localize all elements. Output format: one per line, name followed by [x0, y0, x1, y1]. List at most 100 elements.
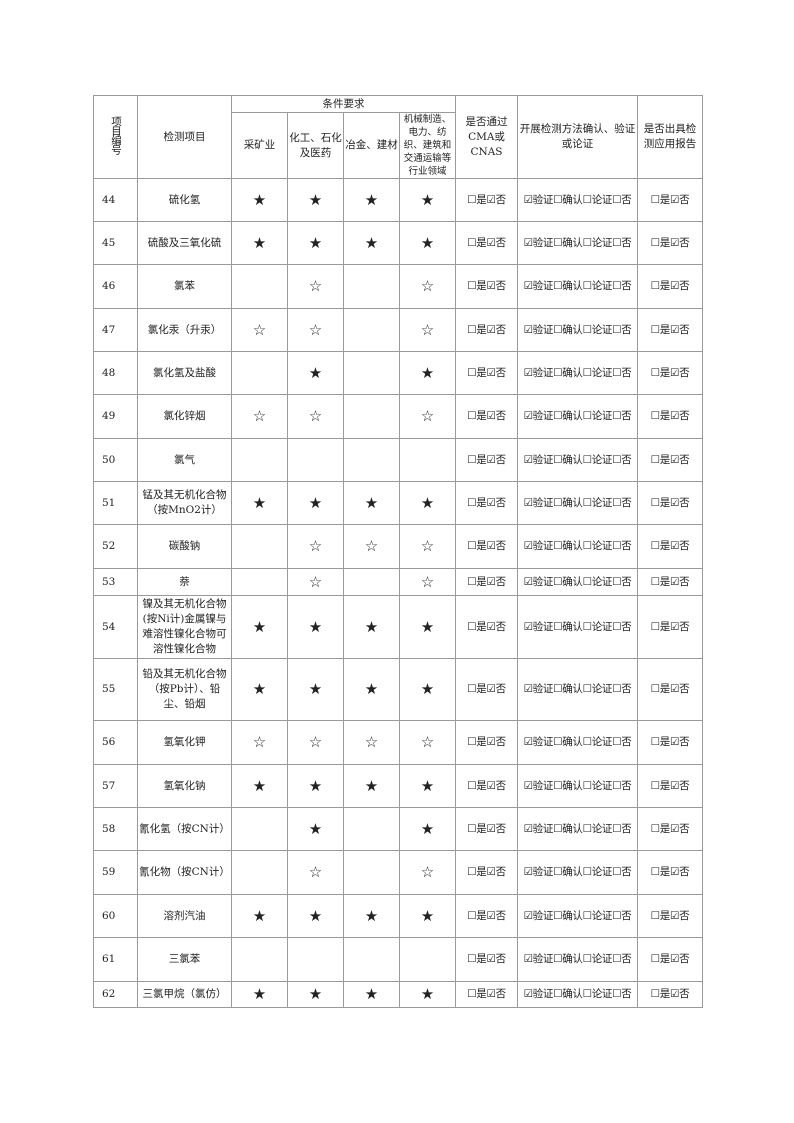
- cma-checkbox-group[interactable]: ☐是☑否: [455, 981, 518, 1008]
- mining-star-mark: [231, 568, 288, 596]
- cma-checkbox-group[interactable]: ☐是☑否: [455, 308, 518, 352]
- metallurgy-star-mark: ★: [343, 894, 400, 938]
- cma-checkbox-group[interactable]: ☐是☑否: [455, 178, 518, 222]
- item-number: 45: [93, 221, 138, 265]
- mining-star-mark: ★: [231, 894, 288, 938]
- cma-checkbox-group[interactable]: ☐是☑否: [455, 937, 518, 982]
- report-checkbox-group[interactable]: ☐是☑否: [637, 394, 703, 439]
- table-row: 48 氯化氢及盐酸 ★ ★ ☐是☑否 ☑验证☐确认☐论证☐否 ☐是☑否: [93, 351, 703, 395]
- method-checkbox-group[interactable]: ☑验证☐确认☐论证☐否: [517, 595, 638, 659]
- method-checkbox-group[interactable]: ☑验证☐确认☐论证☐否: [517, 658, 638, 721]
- table-row: 45 硫酸及三氧化硫 ★ ★ ★ ★ ☐是☑否 ☑验证☐确认☐论证☐否 ☐是☑否: [93, 221, 703, 265]
- method-checkbox-group[interactable]: ☑验证☐确认☐论证☐否: [517, 308, 638, 352]
- cma-checkbox-group[interactable]: ☐是☑否: [455, 221, 518, 265]
- detection-items-table: 项目编号 检测项目 条件要求 是否通过CMA或CNAS 开展检测方法确认、验证或…: [93, 95, 703, 1008]
- method-checkbox-group[interactable]: ☑验证☐确认☐论证☐否: [517, 178, 638, 222]
- report-checkbox-group[interactable]: ☐是☑否: [637, 178, 703, 222]
- table-row: 52 碳酸钠 ☆ ☆ ☆ ☐是☑否 ☑验证☐确认☐论证☐否 ☐是☑否: [93, 524, 703, 569]
- item-number: 62: [93, 981, 138, 1008]
- item-name: 氯化氢及盐酸: [137, 351, 232, 395]
- metallurgy-star-mark: ★: [343, 481, 400, 525]
- table-row: 56 氢氧化钾 ☆ ☆ ☆ ☆ ☐是☑否 ☑验证☐确认☐论证☐否 ☐是☑否: [93, 720, 703, 765]
- cma-checkbox-group[interactable]: ☐是☑否: [455, 807, 518, 851]
- method-checkbox-group[interactable]: ☑验证☐确认☐论证☐否: [517, 264, 638, 309]
- report-checkbox-group[interactable]: ☐是☑否: [637, 807, 703, 851]
- report-checkbox-group[interactable]: ☐是☑否: [637, 981, 703, 1008]
- metallurgy-star-mark: ★: [343, 595, 400, 659]
- chemical-star-mark: ★: [287, 351, 344, 395]
- item-number: 59: [93, 850, 138, 895]
- item-number: 53: [93, 568, 138, 596]
- cma-checkbox-group[interactable]: ☐是☑否: [455, 850, 518, 895]
- report-checkbox-group[interactable]: ☐是☑否: [637, 524, 703, 569]
- item-name: 氢氧化钠: [137, 764, 232, 808]
- cma-checkbox-group[interactable]: ☐是☑否: [455, 764, 518, 808]
- table-row: 54 镍及其无机化合物(按Ni计)金属镍与难溶性镍化合物可溶性镍化合物 ★ ★ ★ ★ ☐是…: [93, 595, 703, 659]
- report-checkbox-group[interactable]: ☐是☑否: [637, 264, 703, 309]
- cma-checkbox-group[interactable]: ☐是☑否: [455, 720, 518, 765]
- method-checkbox-group[interactable]: ☑验证☐确认☐论证☐否: [517, 850, 638, 895]
- machinery-star-mark: ★: [399, 481, 456, 525]
- item-number: 48: [93, 351, 138, 395]
- table-row: 59 氰化物（按CN计） ☆ ☆ ☐是☑否 ☑验证☐确认☐论证☐否 ☐是☑否: [93, 850, 703, 895]
- cma-checkbox-group[interactable]: ☐是☑否: [455, 394, 518, 439]
- cma-checkbox-group[interactable]: ☐是☑否: [455, 264, 518, 309]
- method-checkbox-group[interactable]: ☑验证☐确认☐论证☐否: [517, 764, 638, 808]
- item-name: 氰化物（按CN计）: [137, 850, 232, 895]
- cma-checkbox-group[interactable]: ☐是☑否: [455, 595, 518, 659]
- cma-checkbox-group[interactable]: ☐是☑否: [455, 658, 518, 721]
- item-name: 溶剂汽油: [137, 894, 232, 938]
- mining-star-mark: ★: [231, 178, 288, 222]
- method-checkbox-group[interactable]: ☑验证☐确认☐论证☐否: [517, 481, 638, 525]
- chemical-star-mark: [287, 438, 344, 482]
- chemical-star-mark: ☆: [287, 308, 344, 352]
- metallurgy-star-mark: ☆: [343, 524, 400, 569]
- metallurgy-star-mark: ★: [343, 221, 400, 265]
- method-checkbox-group[interactable]: ☑验证☐确认☐论证☐否: [517, 894, 638, 938]
- item-name: 氢氧化钾: [137, 720, 232, 765]
- machinery-star-mark: [399, 937, 456, 982]
- cma-checkbox-group[interactable]: ☐是☑否: [455, 351, 518, 395]
- table-row: 55 铅及其无机化合物（按Pb计）、铅尘、铅烟 ★ ★ ★ ★ ☐是☑否 ☑验证☐确认☐论证☐…: [93, 658, 703, 721]
- item-number: 56: [93, 720, 138, 765]
- report-checkbox-group[interactable]: ☐是☑否: [637, 658, 703, 721]
- report-checkbox-group[interactable]: ☐是☑否: [637, 764, 703, 808]
- report-checkbox-group[interactable]: ☐是☑否: [637, 351, 703, 395]
- chemical-star-mark: ★: [287, 807, 344, 851]
- method-checkbox-group[interactable]: ☑验证☐确认☐论证☐否: [517, 568, 638, 596]
- cma-checkbox-group[interactable]: ☐是☑否: [455, 438, 518, 482]
- report-checkbox-group[interactable]: ☐是☑否: [637, 481, 703, 525]
- report-checkbox-group[interactable]: ☐是☑否: [637, 720, 703, 765]
- method-checkbox-group[interactable]: ☑验证☐确认☐论证☐否: [517, 720, 638, 765]
- report-checkbox-group[interactable]: ☐是☑否: [637, 894, 703, 938]
- metallurgy-star-mark: [343, 568, 400, 596]
- report-checkbox-group[interactable]: ☐是☑否: [637, 308, 703, 352]
- table-row: 62 三氯甲烷（氯仿） ★ ★ ★ ★ ☐是☑否 ☑验证☐确认☐论证☐否 ☐是☑否: [93, 981, 703, 1008]
- method-checkbox-group[interactable]: ☑验证☐确认☐论证☐否: [517, 981, 638, 1008]
- cma-checkbox-group[interactable]: ☐是☑否: [455, 481, 518, 525]
- cma-checkbox-group[interactable]: ☐是☑否: [455, 524, 518, 569]
- method-checkbox-group[interactable]: ☑验证☐确认☐论证☐否: [517, 524, 638, 569]
- item-name: 氯气: [137, 438, 232, 482]
- table-row: 46 氯苯 ☆ ☆ ☐是☑否 ☑验证☐确认☐论证☐否 ☐是☑否: [93, 264, 703, 309]
- report-checkbox-group[interactable]: ☐是☑否: [637, 221, 703, 265]
- method-checkbox-group[interactable]: ☑验证☐确认☐论证☐否: [517, 351, 638, 395]
- chemical-star-mark: ☆: [287, 850, 344, 895]
- method-checkbox-group[interactable]: ☑验证☐确认☐论证☐否: [517, 438, 638, 482]
- item-number: 47: [93, 308, 138, 352]
- report-checkbox-group[interactable]: ☐是☑否: [637, 568, 703, 596]
- cma-checkbox-group[interactable]: ☐是☑否: [455, 894, 518, 938]
- method-checkbox-group[interactable]: ☑验证☐确认☐论证☐否: [517, 937, 638, 982]
- chemical-star-mark: ☆: [287, 720, 344, 765]
- item-number: 44: [93, 178, 138, 222]
- machinery-star-mark: ☆: [399, 568, 456, 596]
- method-checkbox-group[interactable]: ☑验证☐确认☐论证☐否: [517, 394, 638, 439]
- report-checkbox-group[interactable]: ☐是☑否: [637, 937, 703, 982]
- method-checkbox-group[interactable]: ☑验证☐确认☐论证☐否: [517, 807, 638, 851]
- cma-checkbox-group[interactable]: ☐是☑否: [455, 568, 518, 596]
- report-checkbox-group[interactable]: ☐是☑否: [637, 850, 703, 895]
- report-checkbox-group[interactable]: ☐是☑否: [637, 595, 703, 659]
- report-checkbox-group[interactable]: ☐是☑否: [637, 438, 703, 482]
- mining-star-mark: ☆: [231, 308, 288, 352]
- method-checkbox-group[interactable]: ☑验证☐确认☐论证☐否: [517, 221, 638, 265]
